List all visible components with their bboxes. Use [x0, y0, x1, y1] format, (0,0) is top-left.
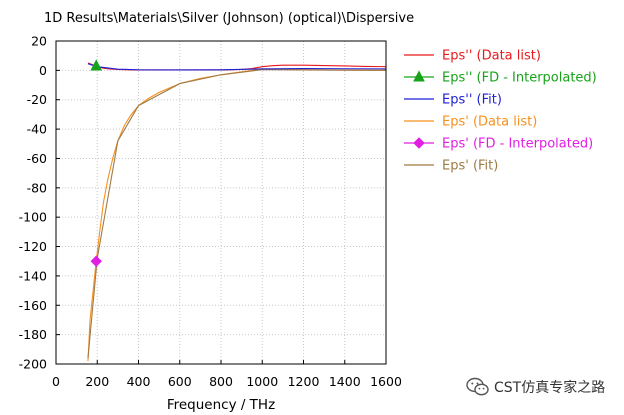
watermark-text: CST仿真专家之路 — [494, 380, 606, 396]
legend: Eps'' (Data list) Eps'' (FD - Interpolate… — [404, 49, 597, 174]
x-axis: 0 200 400 600 800 1000 1200 1400 1600 — [52, 360, 402, 389]
y-tick-label: -120 — [19, 239, 47, 254]
x-axis-title: Frequency / THz — [167, 397, 275, 413]
y-tick-label: -60 — [27, 151, 47, 166]
x-tick-label: 400 — [127, 374, 151, 389]
wechat-icon — [466, 377, 489, 396]
legend-marker — [413, 70, 425, 82]
series-4-line — [87, 68, 387, 362]
plot-frame — [55, 40, 387, 365]
x-tick-label: 800 — [209, 374, 233, 389]
series-5-point — [90, 255, 102, 267]
legend-label: Eps'' (FD - Interpolated) — [442, 71, 597, 86]
x-tick-label: 1000 — [246, 374, 278, 389]
x-tick-label: 0 — [52, 374, 60, 389]
x-tick-label: 1400 — [329, 374, 361, 389]
series-6-line — [87, 69, 387, 359]
y-tick-label: -40 — [27, 122, 47, 137]
legend-label: Eps'' (Fit) — [442, 93, 502, 108]
y-tick-label: 20 — [31, 34, 47, 49]
y-tick-label: -200 — [19, 357, 47, 372]
series-3-line — [87, 63, 387, 71]
chart-title: 1D Results\Materials\Silver (Johnson) (o… — [44, 11, 414, 26]
legend-label: Eps'' (Data list) — [442, 49, 541, 64]
series-2-point — [90, 59, 103, 71]
legend-label: Eps' (Data list) — [442, 115, 537, 130]
legend-label: Eps' (FD - Interpolated) — [442, 137, 593, 152]
x-tick-label: 200 — [85, 374, 109, 389]
y-tick-label: -180 — [19, 327, 47, 342]
legend-marker — [413, 137, 425, 149]
y-tick-label: -80 — [27, 180, 47, 195]
x-tick-label: 1200 — [288, 374, 320, 389]
grid — [55, 40, 387, 365]
y-tick-label: 0 — [39, 63, 47, 78]
legend-label: Eps' (Fit) — [442, 159, 498, 174]
plot-area — [87, 59, 387, 362]
y-tick-label: -140 — [19, 268, 47, 283]
y-axis: 20 0 -20 -40 -60 -80 -100 -120 -140 -160 -180 -200 — [19, 34, 60, 372]
x-tick-label: 1600 — [370, 374, 402, 389]
x-tick-label: 600 — [168, 374, 192, 389]
y-tick-label: -20 — [27, 92, 47, 107]
watermark: CST仿真专家之路 — [466, 374, 616, 400]
y-tick-label: -160 — [19, 298, 47, 313]
y-tick-label: -100 — [19, 210, 47, 225]
